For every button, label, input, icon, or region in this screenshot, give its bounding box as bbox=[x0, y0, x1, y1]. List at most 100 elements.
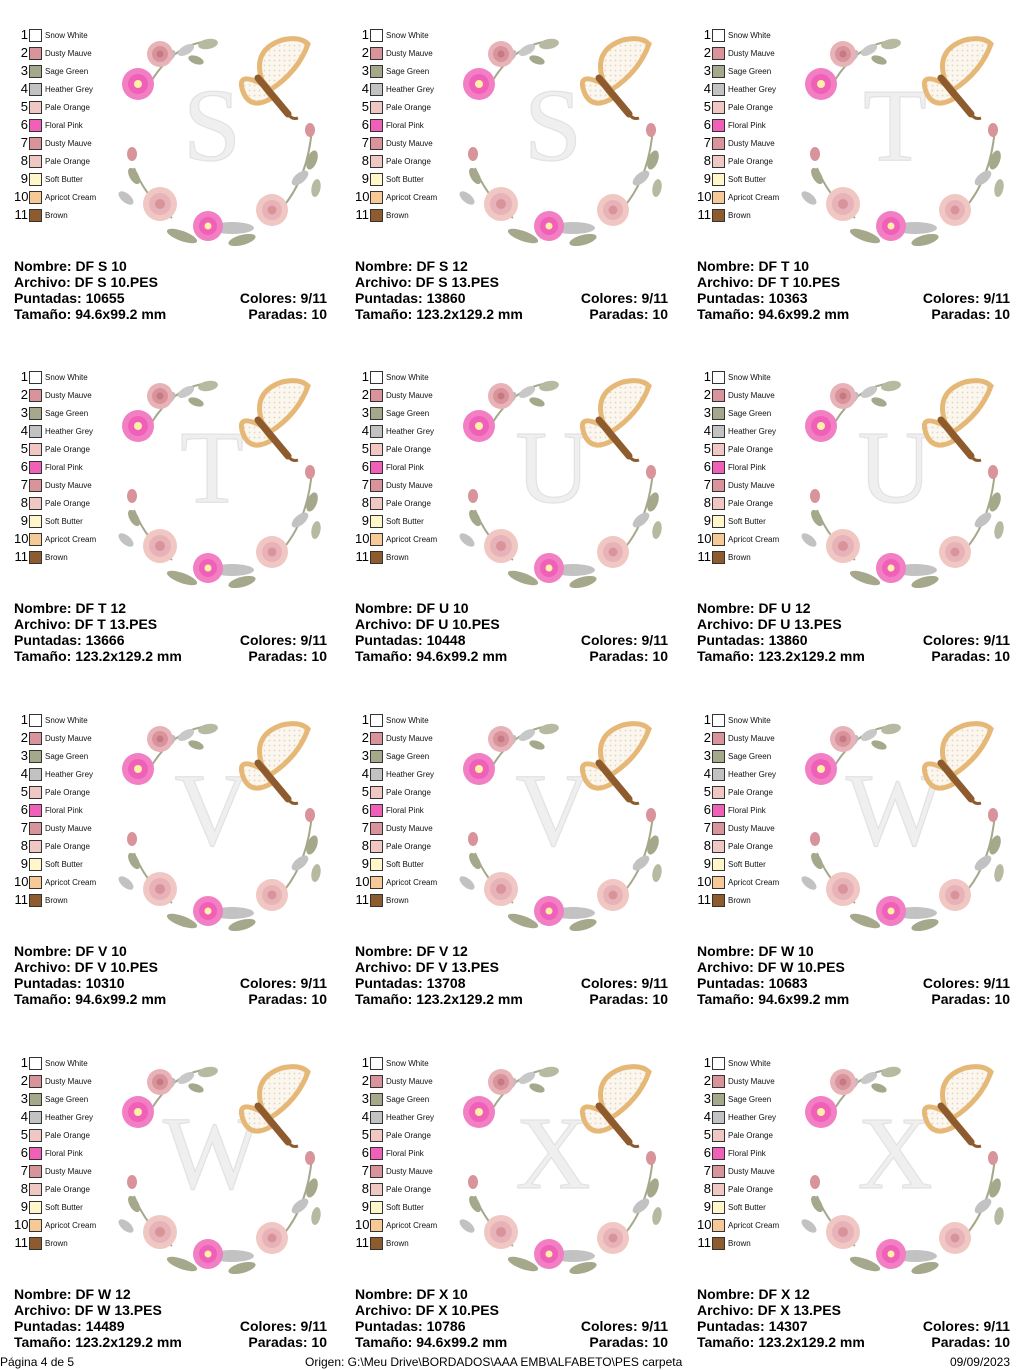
design-file: Archivo: DF X 13.PES bbox=[697, 1302, 841, 1318]
palette-row: 8 Pale Orange bbox=[14, 837, 96, 855]
color-swatch bbox=[712, 1146, 725, 1160]
embroidery-preview: S bbox=[112, 28, 327, 250]
palette-number: 8 bbox=[703, 495, 711, 510]
palette-number: 5 bbox=[703, 784, 711, 799]
design-file: Archivo: DF U 10.PES bbox=[355, 616, 500, 632]
color-swatch bbox=[370, 1182, 383, 1196]
palette-number: 1 bbox=[703, 369, 711, 384]
rose-bottom-group-icon bbox=[826, 529, 971, 589]
color-swatch bbox=[370, 118, 383, 132]
palette-number: 1 bbox=[703, 712, 711, 727]
color-swatch bbox=[712, 46, 725, 60]
rose-bottom-group-icon bbox=[143, 1215, 288, 1275]
palette-row: 8 Pale Orange bbox=[355, 152, 437, 170]
color-swatch bbox=[29, 857, 42, 871]
design-size: Tamaño: 123.2x129.2 mm bbox=[697, 1334, 865, 1350]
palette-number: 10 bbox=[14, 874, 29, 889]
butterfly-icon bbox=[921, 378, 994, 462]
color-swatch bbox=[29, 713, 42, 727]
color-swatch bbox=[29, 514, 42, 528]
color-name: Brown bbox=[728, 1238, 751, 1248]
stitch-count: Puntadas: 13708 bbox=[355, 975, 466, 991]
color-name: Soft Butter bbox=[386, 174, 424, 184]
palette-row: 5 Pale Orange bbox=[355, 1126, 437, 1144]
palette-row: 6 Floral Pink bbox=[14, 1144, 96, 1162]
palette-row: 1 Snow White bbox=[355, 26, 437, 44]
color-swatch bbox=[370, 370, 383, 384]
palette-row: 5 Pale Orange bbox=[697, 440, 779, 458]
color-name: Dusty Mauve bbox=[728, 390, 775, 400]
color-swatch bbox=[712, 388, 725, 402]
color-swatch bbox=[370, 1164, 383, 1178]
rose-top-left-icon bbox=[805, 1069, 856, 1128]
color-swatch bbox=[29, 1092, 42, 1106]
leaf-spray-right-icon bbox=[964, 123, 1004, 209]
color-name: Floral Pink bbox=[386, 805, 424, 815]
palette-number: 1 bbox=[20, 1055, 28, 1070]
color-name: Snow White bbox=[728, 372, 771, 382]
color-swatch bbox=[712, 28, 725, 42]
color-name: Brown bbox=[45, 552, 68, 562]
palette-number: 4 bbox=[361, 423, 369, 438]
color-name: Floral Pink bbox=[728, 805, 766, 815]
palette-number: 10 bbox=[14, 1217, 29, 1232]
color-name: Heather Grey bbox=[728, 769, 777, 779]
design-file: Archivo: DF S 13.PES bbox=[355, 274, 499, 290]
color-name: Floral Pink bbox=[45, 805, 83, 815]
color-name: Soft Butter bbox=[386, 516, 424, 526]
palette-number: 10 bbox=[355, 874, 370, 889]
palette-number: 11 bbox=[14, 549, 29, 564]
leaf-spray-top-icon bbox=[492, 723, 559, 766]
palette-number: 5 bbox=[361, 1127, 369, 1142]
design-card: 1 Snow White 2 Dusty Mauve 3 Sage Green 4 Heath… bbox=[683, 0, 1024, 342]
color-name: Apricot Cream bbox=[728, 534, 780, 544]
color-swatch bbox=[712, 893, 725, 907]
color-name: Brown bbox=[728, 895, 751, 905]
page-footer: Página 4 de 5 Origen: G:\Meu Drive\BORDA… bbox=[0, 1354, 1024, 1370]
palette-number: 8 bbox=[361, 1181, 369, 1196]
monogram-letter: U bbox=[857, 410, 932, 525]
color-name: Pale Orange bbox=[386, 156, 431, 166]
color-count: Colores: 9/11 bbox=[580, 975, 668, 991]
color-name: Pale Orange bbox=[45, 498, 90, 508]
embroidery-art: V bbox=[459, 721, 662, 932]
embroidery-preview: V bbox=[453, 713, 668, 935]
palette-number: 6 bbox=[703, 802, 711, 817]
stitch-count: Puntadas: 14489 bbox=[14, 1318, 125, 1334]
palette-row: 4 Heather Grey bbox=[697, 80, 779, 98]
palette-row: 5 Pale Orange bbox=[355, 783, 437, 801]
color-swatch bbox=[29, 839, 42, 853]
palette-row: 9 Soft Butter bbox=[355, 170, 437, 188]
palette-row: 4 Heather Grey bbox=[14, 765, 96, 783]
color-name: Brown bbox=[386, 1238, 409, 1248]
palette-number: 2 bbox=[361, 45, 369, 60]
design-size: Tamaño: 123.2x129.2 mm bbox=[697, 648, 865, 664]
palette-row: 7 Dusty Mauve bbox=[355, 1162, 437, 1180]
palette-number: 1 bbox=[361, 1055, 369, 1070]
palette-number: 10 bbox=[697, 1217, 712, 1232]
palette-row: 2 Dusty Mauve bbox=[697, 386, 779, 404]
color-swatch bbox=[370, 803, 383, 817]
design-name: Nombre: DF T 12 bbox=[14, 600, 127, 616]
palette-number: 2 bbox=[361, 730, 369, 745]
palette-row: 8 Pale Orange bbox=[697, 494, 779, 512]
color-swatch bbox=[370, 1236, 383, 1250]
color-swatch bbox=[712, 460, 725, 474]
palette-number: 8 bbox=[361, 838, 369, 853]
color-swatch bbox=[712, 1110, 725, 1124]
palette-row: 3 Sage Green bbox=[697, 1090, 779, 1108]
color-swatch bbox=[712, 749, 725, 763]
design-info: Nombre: DF V 10 Archivo: DF V 10.PES Punta… bbox=[14, 943, 327, 1007]
color-swatch bbox=[370, 190, 383, 204]
design-card: 1 Snow White 2 Dusty Mauve 3 Sage Green 4 Heath… bbox=[0, 342, 341, 684]
butterfly-icon bbox=[238, 1064, 311, 1148]
palette-number: 6 bbox=[20, 802, 28, 817]
palette-row: 1 Snow White bbox=[355, 368, 437, 386]
palette-number: 2 bbox=[361, 1073, 369, 1088]
color-name: Sage Green bbox=[45, 66, 89, 76]
color-count: Colores: 9/11 bbox=[239, 632, 327, 648]
color-swatch bbox=[712, 136, 725, 150]
color-swatch bbox=[29, 28, 42, 42]
design-info: Nombre: DF U 10 Archivo: DF U 10.PES Punta… bbox=[355, 600, 668, 664]
